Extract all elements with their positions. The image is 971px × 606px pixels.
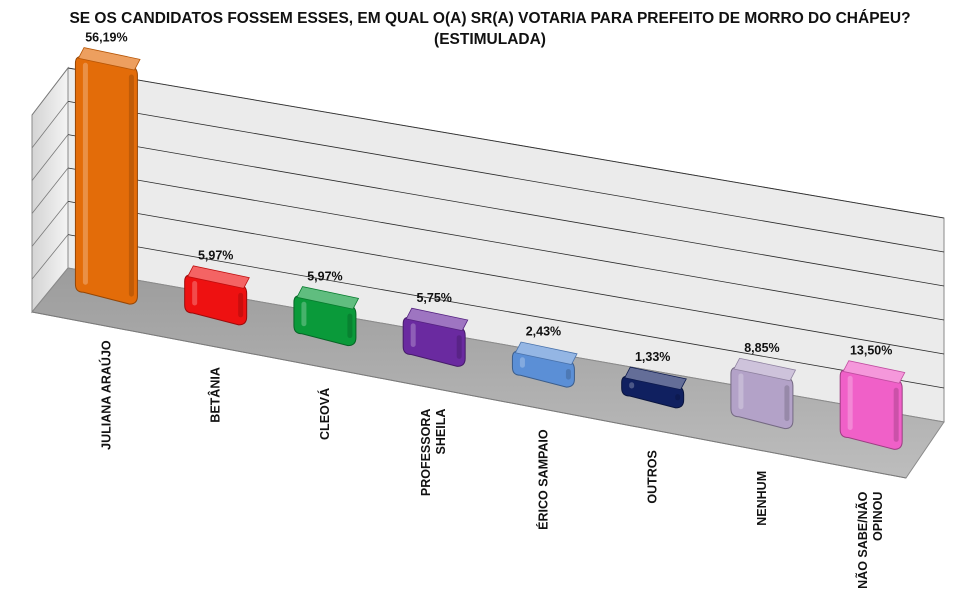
value-label: 8,85%	[744, 341, 779, 355]
gridline	[67, 167, 945, 321]
bar-top	[405, 307, 469, 332]
gridline-side	[31, 234, 69, 280]
bar-top	[842, 360, 906, 384]
gridline-side	[31, 67, 69, 116]
x-axis-line	[31, 311, 907, 479]
category-label: JULIANA ARAÚJO	[98, 340, 113, 450]
bars-group	[74, 47, 906, 450]
gridline	[67, 234, 945, 389]
bar	[293, 286, 360, 347]
category-label-line: NÃO SABE/NÃO	[855, 491, 870, 589]
category-label-line: PROFESSORA	[419, 409, 433, 497]
value-label: 5,97%	[198, 249, 233, 263]
gridline	[67, 200, 945, 355]
category-label-line: SHEILA	[434, 409, 448, 455]
gridline	[67, 67, 945, 219]
chart-title: SE OS CANDIDATOS FOSSEM ESSES, EM QUAL O…	[69, 10, 911, 48]
category-label: ÉRICO SAMPAIO	[535, 429, 550, 530]
value-label: 5,97%	[307, 269, 342, 283]
category-label-line: JULIANA ARAÚJO	[98, 340, 113, 450]
bar	[730, 357, 797, 430]
gridline	[67, 134, 945, 287]
gridline-side	[31, 101, 69, 149]
category-label-line: NENHUM	[755, 471, 769, 526]
category-label: CLEOVÁ	[317, 388, 332, 440]
category-label-line: OUTROS	[646, 450, 660, 503]
category-label-line: ÉRICO SAMPAIO	[535, 429, 550, 530]
bar-top	[77, 47, 141, 71]
category-label-line: CLEOVÁ	[317, 388, 332, 440]
category-label: BETÂNIA	[208, 367, 223, 423]
category-label-line: OPINOU	[871, 492, 885, 541]
category-label: PROFESSORASHEILA	[419, 409, 448, 497]
gridline-side	[31, 167, 69, 214]
category-label-line: BETÂNIA	[208, 367, 223, 423]
bar	[74, 47, 141, 305]
gridline	[67, 100, 945, 253]
gridline-side	[31, 134, 69, 181]
category-label: OUTROS	[646, 450, 660, 503]
bar	[621, 366, 687, 409]
value-label: 1,33%	[635, 350, 670, 364]
labels-group: 56,19% JULIANA ARAÚJO 5,97% BETÂNIA 5,97% CLE…	[85, 30, 892, 589]
bar	[402, 307, 469, 367]
value-label: 2,43%	[526, 325, 561, 339]
category-label: NENHUM	[755, 471, 769, 526]
value-label: 5,75%	[416, 291, 451, 305]
chart-walls	[31, 66, 945, 479]
bar-top	[296, 286, 360, 310]
bar-top	[624, 366, 687, 391]
value-label: 56,19%	[85, 30, 127, 44]
bar	[839, 360, 906, 450]
category-label: NÃO SABE/NÃOOPINOU	[855, 491, 885, 589]
bar	[511, 341, 578, 388]
value-label: 13,50%	[850, 343, 892, 357]
bar	[184, 265, 250, 326]
bar-top	[733, 357, 797, 382]
gridline-side	[31, 201, 69, 247]
bar-top	[187, 265, 250, 289]
bar-top	[514, 341, 578, 365]
